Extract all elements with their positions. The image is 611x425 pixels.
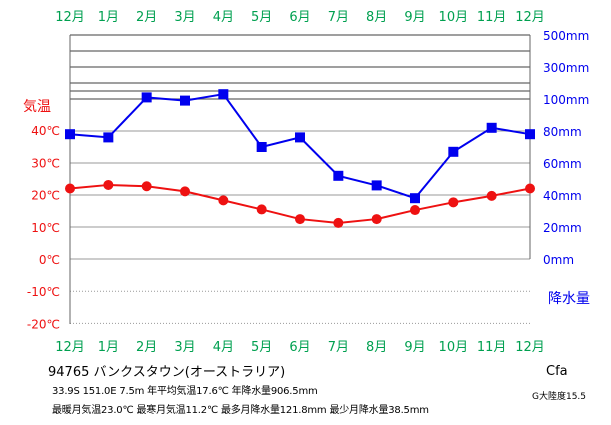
month-label-top: 5月 xyxy=(251,10,272,25)
precipitation-point xyxy=(256,142,267,152)
precipitation-point xyxy=(218,89,229,100)
temperature-tick-label: -10℃ xyxy=(27,285,60,299)
temperature-point xyxy=(295,214,305,225)
temperature-point xyxy=(218,195,229,206)
precipitation-tick-label: 20mm xyxy=(543,221,582,235)
month-label-top: 4月 xyxy=(213,10,234,25)
temperature-tick-label: 0℃ xyxy=(39,253,60,267)
temperature-point xyxy=(371,214,382,225)
month-label-bottom: 4月 xyxy=(213,340,234,355)
precipitation-tick-label: 40mm xyxy=(543,189,582,203)
precipitation-point xyxy=(103,132,114,143)
precipitation-point xyxy=(525,129,535,140)
month-label-bottom: 9月 xyxy=(404,340,425,355)
temperature-tick-label: 20℃ xyxy=(31,189,60,203)
precipitation-point xyxy=(141,92,152,103)
precipitation-tick-label: 500mm xyxy=(543,29,589,43)
precipitation-point xyxy=(180,95,190,106)
precipitation-point xyxy=(295,132,305,143)
temperature-axis-title: 気温 xyxy=(23,99,51,115)
month-label-bottom: 1月 xyxy=(98,340,119,355)
month-label-bottom: 7月 xyxy=(328,340,349,355)
station-stats-line-2: 最暖月気温23.0℃ 最寒月気温11.2℃ 最多月降水量121.8mm 最少月降… xyxy=(52,405,429,416)
month-label-bottom: 2月 xyxy=(136,340,157,355)
temperature-tick-label: 40℃ xyxy=(31,124,60,138)
temperature-tick-label: 30℃ xyxy=(31,156,60,170)
month-label-bottom: 8月 xyxy=(366,340,387,355)
precipitation-tick-label: 300mm xyxy=(543,61,589,75)
temperature-point xyxy=(103,179,114,190)
precipitation-axis-title: 降水量 xyxy=(548,291,590,307)
temperature-tick-label: -20℃ xyxy=(27,317,60,331)
precipitation-point xyxy=(486,122,497,133)
month-label-top: 12月 xyxy=(55,10,85,25)
month-label-top: 10月 xyxy=(439,10,469,25)
month-label-top: 6月 xyxy=(289,10,310,25)
month-label-bottom: 5月 xyxy=(251,340,272,355)
temperature-tick-label: 10℃ xyxy=(31,221,60,235)
temperature-point xyxy=(486,190,497,201)
precipitation-point xyxy=(448,146,459,157)
month-label-top: 7月 xyxy=(328,10,349,25)
month-label-bottom: 3月 xyxy=(174,340,195,355)
month-label-bottom: 10月 xyxy=(439,340,469,355)
temperature-point xyxy=(333,217,344,228)
temperature-point xyxy=(410,205,420,216)
month-label-top: 1月 xyxy=(98,10,119,25)
precipitation-point xyxy=(65,129,75,140)
continentality-index: G大陸度15.5 xyxy=(532,392,587,402)
precipitation-tick-label: 80mm xyxy=(543,125,582,139)
station-stats-line-1: 33.9S 151.0E 7.5m 年平均気温17.6℃ 年降水量906.5mm xyxy=(52,386,318,397)
precipitation-tick-label: 60mm xyxy=(543,157,582,171)
precipitation-tick-label: 0mm xyxy=(543,253,574,267)
month-label-bottom: 12月 xyxy=(515,340,545,355)
month-label-top: 2月 xyxy=(136,10,157,25)
month-label-top: 12月 xyxy=(515,10,545,25)
series-line-precipitation xyxy=(69,93,531,200)
month-label-bottom: 12月 xyxy=(55,340,85,355)
temperature-point xyxy=(525,183,535,194)
temperature-point xyxy=(256,204,267,215)
precipitation-point xyxy=(410,193,420,204)
temperature-point xyxy=(448,197,459,208)
month-label-top: 9月 xyxy=(404,10,425,25)
month-label-bottom: 11月 xyxy=(477,340,507,355)
precipitation-tick-label: 100mm xyxy=(543,93,589,107)
precipitation-point xyxy=(371,180,382,191)
precipitation-point xyxy=(333,170,344,181)
temperature-point xyxy=(65,183,75,194)
station-name: 94765 バンクスタウン(オーストラリア) xyxy=(48,365,286,380)
temperature-point xyxy=(141,181,152,192)
month-label-top: 3月 xyxy=(174,10,195,25)
month-label-top: 8月 xyxy=(366,10,387,25)
month-label-bottom: 6月 xyxy=(289,340,310,355)
koppen-climate-class: Cfa xyxy=(546,364,568,379)
month-label-top: 11月 xyxy=(477,10,507,25)
temperature-point xyxy=(180,186,190,197)
